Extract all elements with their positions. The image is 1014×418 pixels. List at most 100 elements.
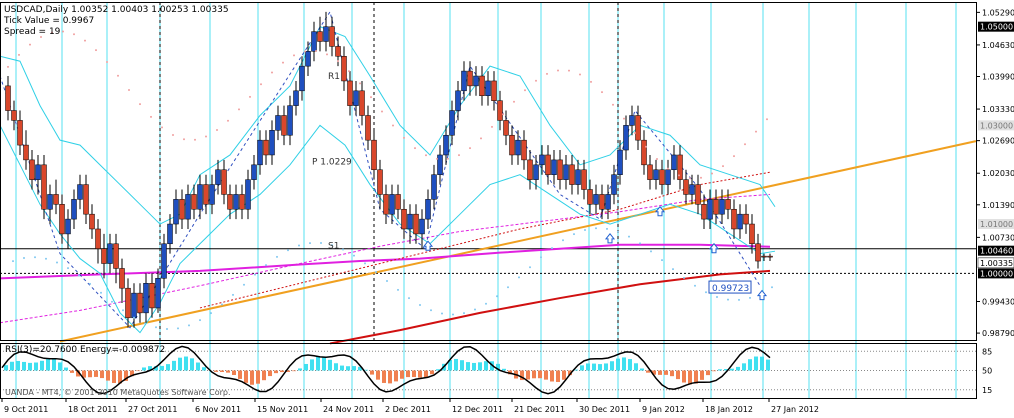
sar-dot-upper xyxy=(139,103,141,106)
energy-bar xyxy=(130,370,134,377)
energy-bar xyxy=(28,362,32,371)
sar-dot-upper xyxy=(689,177,691,180)
sar-dot-lower xyxy=(364,262,366,265)
energy-bar xyxy=(682,370,686,383)
candle-bear xyxy=(329,26,335,47)
sar-dot-lower xyxy=(672,268,674,271)
energy-bar xyxy=(148,366,152,371)
energy-bar xyxy=(604,363,608,371)
sar-dot-lower xyxy=(34,256,36,259)
candle-bear xyxy=(347,80,353,106)
zigzag-line xyxy=(0,10,761,329)
time-label: 24 Nov 2011 xyxy=(323,405,374,414)
energy-bar xyxy=(502,368,506,371)
energy-bar xyxy=(460,360,464,371)
candle-bear xyxy=(23,144,29,161)
sar-dot-lower xyxy=(650,250,652,253)
energy-bar xyxy=(478,362,482,371)
sar-dot-lower xyxy=(199,319,201,322)
energy-bar xyxy=(760,356,764,371)
energy-bar xyxy=(136,370,140,372)
s1-label: S1 xyxy=(328,242,339,252)
energy-bar xyxy=(118,370,122,384)
candle-bull xyxy=(419,218,425,235)
energy-bar xyxy=(244,370,248,383)
energy-bar xyxy=(358,366,362,371)
sar-dot-lower xyxy=(287,249,289,252)
candle-bear xyxy=(701,204,707,220)
sar-dot-upper xyxy=(238,108,240,111)
energy-bar xyxy=(304,363,308,371)
sar-dot-upper xyxy=(95,49,97,52)
sar-dot-lower xyxy=(309,242,311,245)
candle-bull xyxy=(407,213,413,230)
energy-bar xyxy=(754,356,758,371)
energy-bar xyxy=(658,370,662,375)
sar-dot-upper xyxy=(513,100,515,103)
sar-dot-upper xyxy=(601,91,603,94)
candle-bull xyxy=(353,90,359,106)
energy-bar xyxy=(730,368,734,371)
energy-bar xyxy=(688,370,692,385)
candle-bear xyxy=(101,248,107,264)
sar-dot-upper xyxy=(150,115,152,118)
sar-dot-upper xyxy=(18,53,20,56)
sar-dot-lower xyxy=(606,227,608,230)
sar-dot-upper xyxy=(700,176,702,179)
sar-dot-upper xyxy=(117,74,119,77)
candle-bull xyxy=(437,154,443,175)
energy-bar xyxy=(268,370,272,377)
candle-bull xyxy=(575,169,581,185)
candle-bull xyxy=(737,213,743,230)
price-level-box xyxy=(978,219,1014,230)
energy-bar xyxy=(406,370,410,378)
time-label: 15 Nov 2011 xyxy=(257,405,308,414)
sar-dot-upper xyxy=(194,138,196,141)
rsi-axis-85: 85 xyxy=(982,347,992,356)
sar-dot-lower xyxy=(628,235,630,238)
buy-arrow-icon xyxy=(604,233,616,244)
candle-bull xyxy=(671,154,677,171)
energy-bar xyxy=(484,361,488,371)
energy-bar xyxy=(652,370,656,375)
candle-bear xyxy=(113,243,119,269)
energy-bar xyxy=(256,370,260,384)
energy-bar xyxy=(226,370,230,373)
candle-bull xyxy=(155,278,161,309)
sar-dot-lower xyxy=(441,312,443,315)
energy-bar xyxy=(394,370,398,382)
energy-bar xyxy=(430,370,434,375)
energy-bar xyxy=(106,370,110,381)
sar-dot-lower xyxy=(67,267,69,270)
candle-bull xyxy=(617,149,623,175)
energy-bar xyxy=(280,370,284,373)
sar-dot-upper xyxy=(678,174,680,177)
energy-bar xyxy=(322,357,326,371)
sar-dot-lower xyxy=(111,300,113,303)
candle-bull xyxy=(689,184,695,195)
price-label: 1.03330 xyxy=(982,105,1014,114)
price-label: 1.02030 xyxy=(982,169,1014,178)
candle-bull xyxy=(449,110,455,136)
candle-bear xyxy=(413,213,419,235)
sar-dot-upper xyxy=(711,172,713,175)
sar-dot-upper xyxy=(326,53,328,56)
energy-bar xyxy=(64,367,68,371)
energy-bar xyxy=(580,365,584,371)
copyright-text: UANDA - MT4, © 2001-2010 MetaQuotes Soft… xyxy=(5,388,231,397)
energy-bar xyxy=(52,359,56,371)
red-ma-line xyxy=(329,269,771,345)
energy-bar xyxy=(166,364,170,371)
candle-bear xyxy=(191,194,197,210)
candle-bull xyxy=(323,26,329,42)
candle-bear xyxy=(89,213,95,230)
sar-dot-upper xyxy=(623,117,625,120)
sar-dot-upper xyxy=(524,89,526,92)
energy-bar xyxy=(154,366,158,371)
energy-bar xyxy=(664,370,668,375)
candle-bull xyxy=(161,243,167,279)
sar-dot-lower xyxy=(419,304,421,307)
candle-bear xyxy=(713,199,719,215)
energy-bar xyxy=(238,370,242,379)
